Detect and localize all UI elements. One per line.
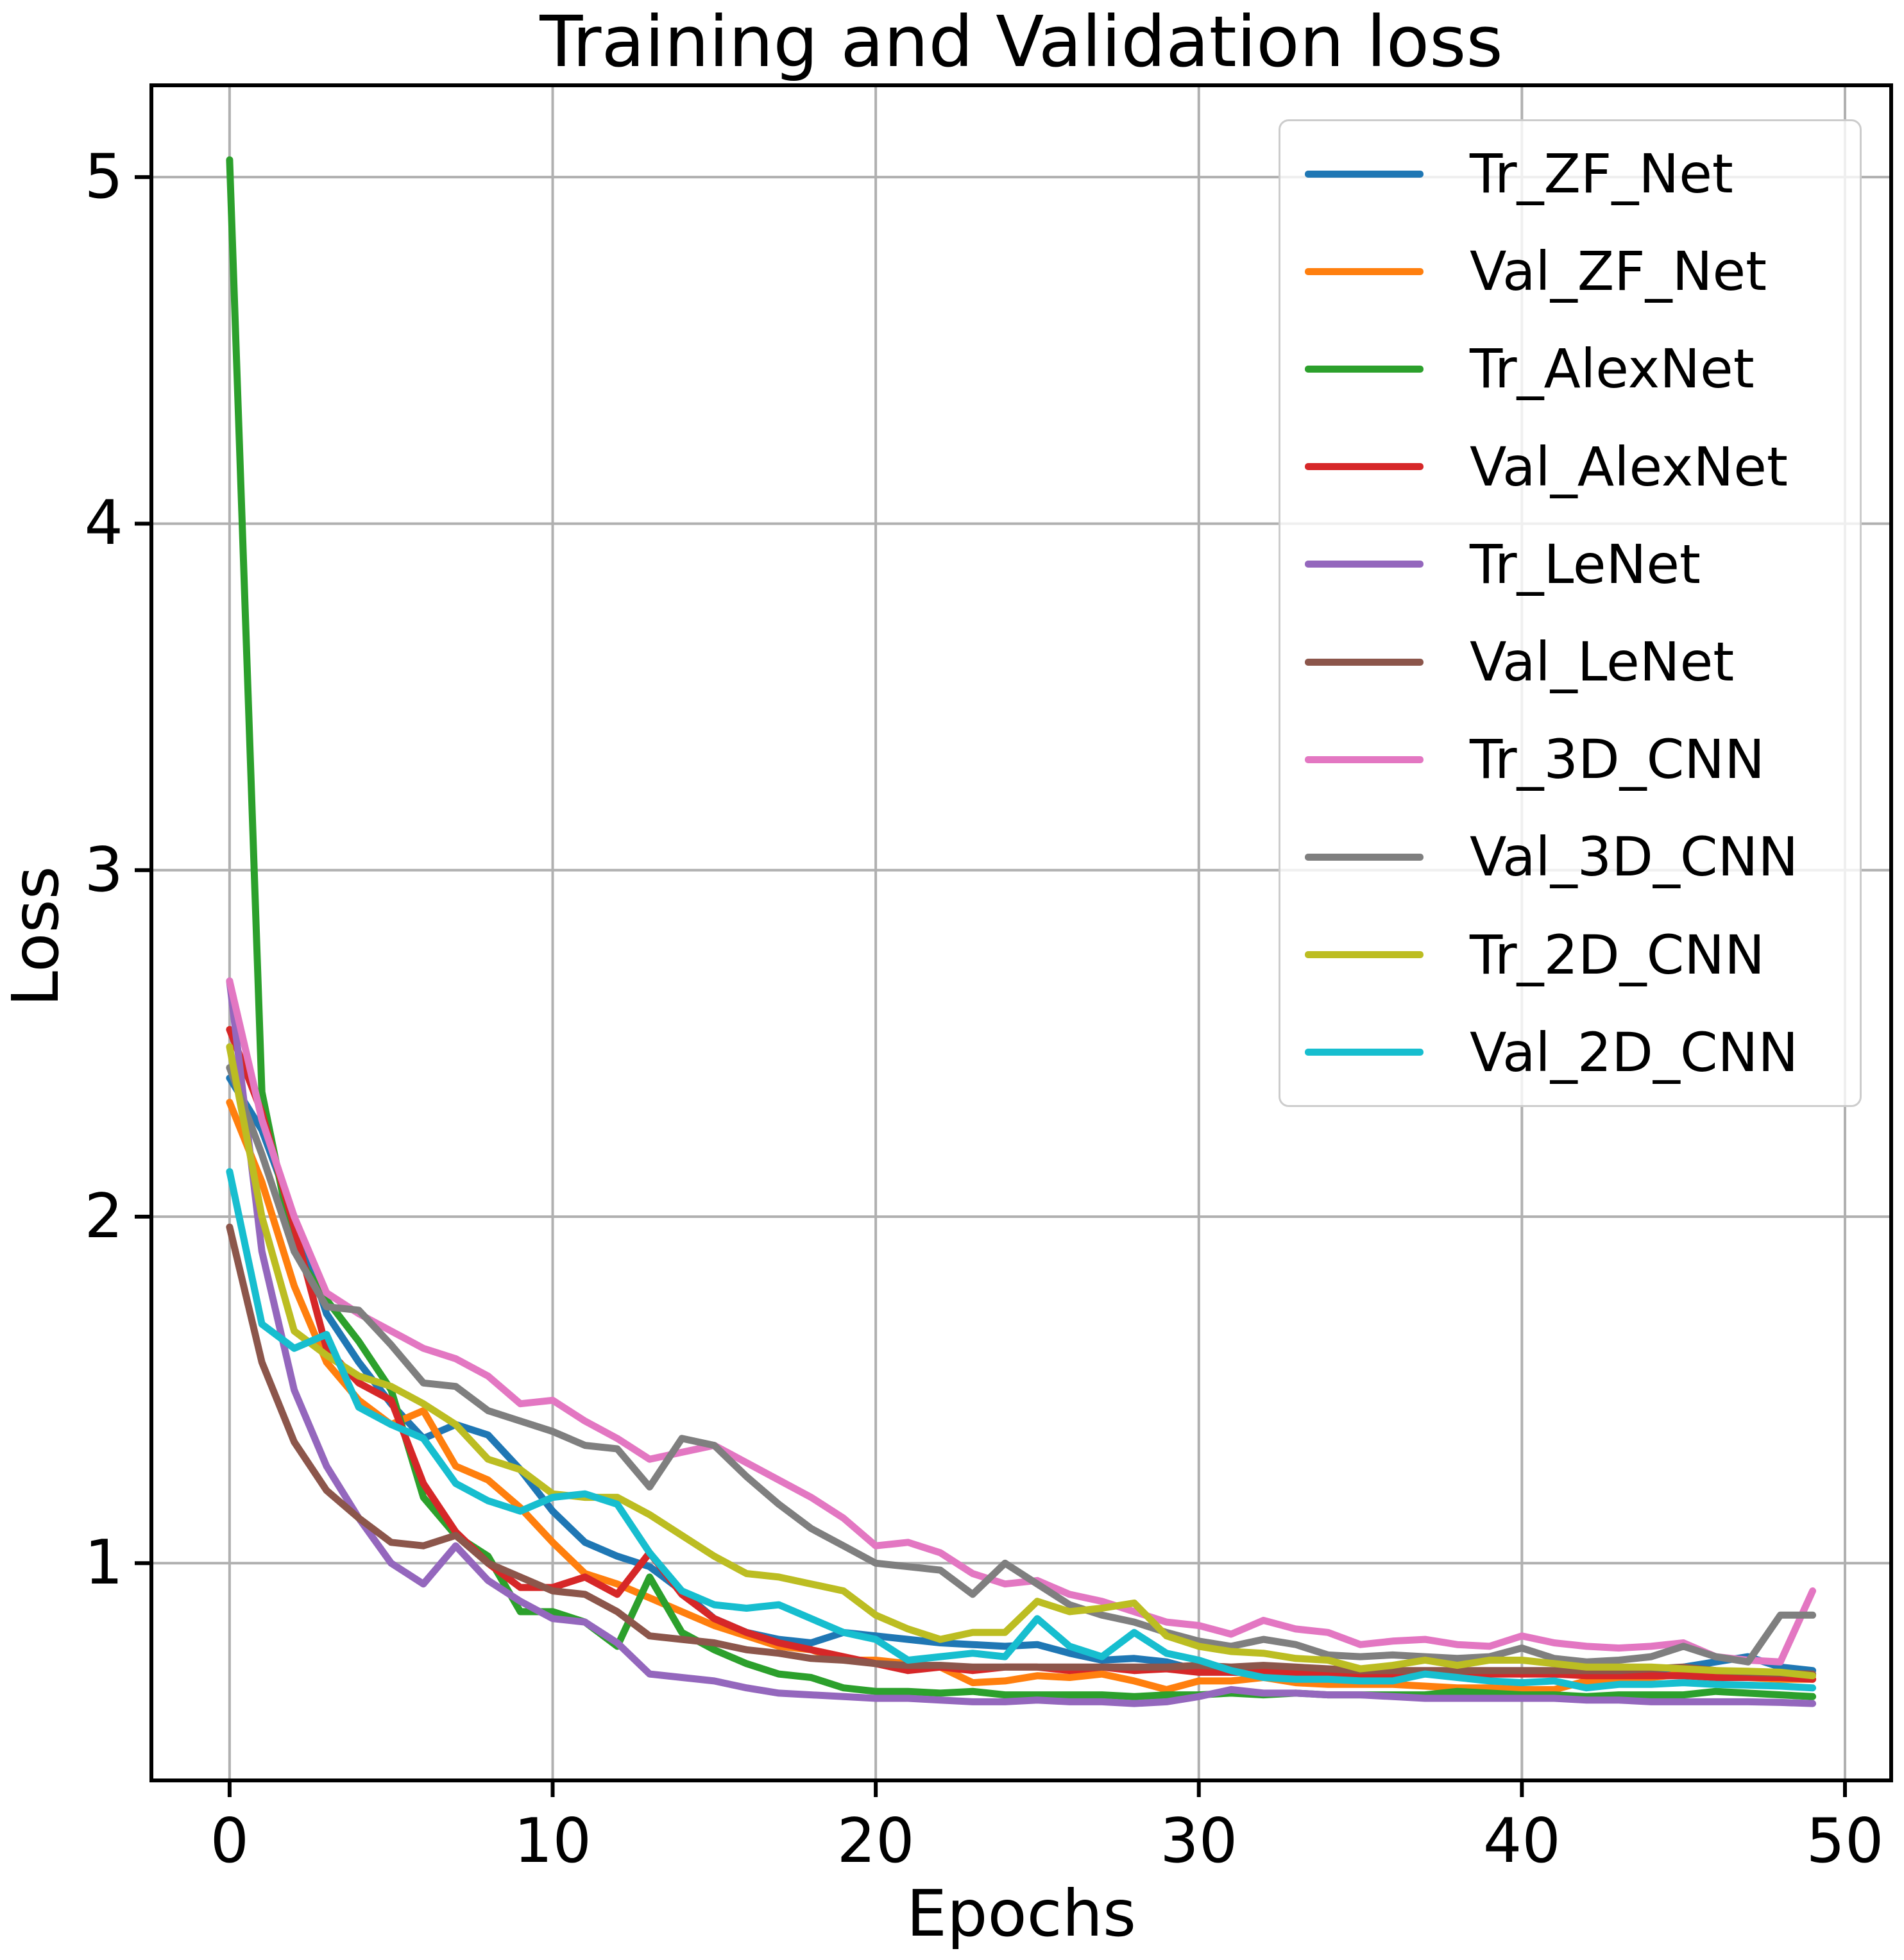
legend-label: Tr_3D_CNN [1470, 728, 1765, 791]
series-line-Val_LeNet [226, 1223, 1817, 1678]
legend-item-Val_2D_CNN: Val_2D_CNN [1280, 1004, 1860, 1101]
legend-swatch-icon [1305, 1049, 1424, 1056]
y-tick-label: 2 [84, 1181, 123, 1252]
x-tick-label: 0 [210, 1806, 250, 1877]
legend-swatch-icon [1305, 853, 1424, 861]
legend-item-Tr_2D_CNN: Tr_2D_CNN [1280, 907, 1860, 1003]
y-tick-label: 5 [84, 142, 123, 213]
series-line-Tr_3D_CNN [226, 977, 1817, 1666]
legend-item-Tr_AlexNet: Tr_AlexNet [1280, 321, 1860, 417]
legend-label: Tr_2D_CNN [1470, 923, 1765, 986]
series-line-Tr_2D_CNN [226, 1043, 1817, 1680]
legend-label: Tr_ZF_Net [1470, 142, 1733, 206]
series-line-Val_3D_CNN [226, 1064, 1817, 1666]
legend-swatch-icon [1305, 951, 1424, 959]
legend-item-Tr_ZF_Net: Tr_ZF_Net [1280, 126, 1860, 222]
legend-label: Val_AlexNet [1470, 435, 1788, 498]
legend-swatch-icon [1305, 365, 1424, 373]
x-axis-label: Epochs [906, 1876, 1137, 1951]
legend-item-Val_AlexNet: Val_AlexNet [1280, 419, 1860, 515]
series-line-Val_ZF_Net [226, 1099, 1817, 1693]
legend-swatch-icon [1305, 463, 1424, 471]
series-line-Val_2D_CNN [226, 1168, 1817, 1692]
legend-swatch-icon [1305, 658, 1424, 666]
legend-item-Tr_LeNet: Tr_LeNet [1280, 516, 1860, 612]
legend-item-Val_LeNet: Val_LeNet [1280, 614, 1860, 710]
x-tick-label: 10 [514, 1806, 591, 1877]
legend-swatch-icon [1305, 561, 1424, 568]
y-tick-label: 1 [84, 1528, 123, 1599]
legend-label: Val_ZF_Net [1470, 240, 1767, 303]
chart-title: Training and Validation loss [540, 1, 1503, 83]
x-tick-label: 30 [1160, 1806, 1238, 1877]
series-line-Tr_LeNet [226, 977, 1817, 1707]
legend-label: Tr_AlexNet [1470, 337, 1755, 401]
legend-swatch-icon [1305, 170, 1424, 178]
legend-label: Val_LeNet [1470, 630, 1735, 694]
x-tick-label: 40 [1483, 1806, 1561, 1877]
legend-label: Val_3D_CNN [1470, 825, 1799, 889]
x-tick-label: 50 [1806, 1806, 1884, 1877]
legend-item-Val_ZF_Net: Val_ZF_Net [1280, 223, 1860, 319]
legend-swatch-icon [1305, 756, 1424, 763]
axes-spines [149, 83, 1893, 1782]
legend: Tr_ZF_Net Val_ZF_Net Tr_AlexNet Val_AlexNet… [1279, 119, 1862, 1107]
legend-item-Val_3D_CNN: Val_3D_CNN [1280, 809, 1860, 905]
y-axis-label: Loss [0, 866, 73, 1007]
legend-label: Val_2D_CNN [1470, 1020, 1799, 1084]
legend-swatch-icon [1305, 267, 1424, 275]
y-tick-label: 3 [84, 834, 123, 906]
legend-item-Tr_3D_CNN: Tr_3D_CNN [1280, 711, 1860, 807]
x-tick-label: 20 [837, 1806, 915, 1877]
y-tick-label: 4 [84, 488, 123, 559]
legend-label: Tr_LeNet [1470, 532, 1701, 596]
